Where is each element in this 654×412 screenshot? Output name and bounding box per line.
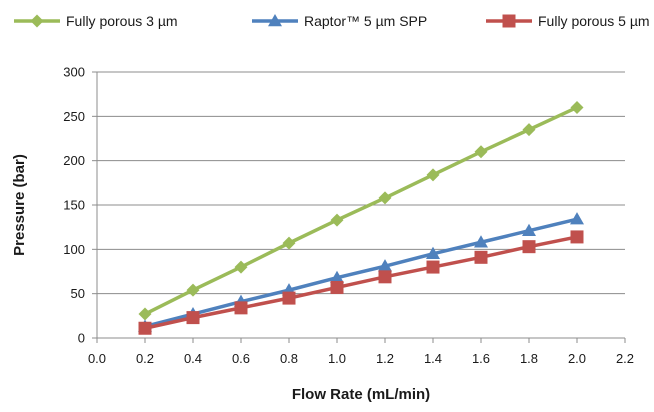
data-point — [378, 270, 392, 284]
data-point — [426, 246, 440, 260]
data-point — [234, 301, 248, 315]
data-point — [378, 191, 392, 205]
x-tick-label: 0.8 — [280, 351, 298, 366]
data-point — [138, 307, 152, 321]
legend-marker — [502, 14, 516, 28]
data-point — [282, 236, 296, 250]
data-point — [234, 260, 248, 274]
x-axis-title: Flow Rate (mL/min) — [292, 386, 430, 403]
data-series — [138, 100, 584, 335]
y-tick-label: 50 — [71, 286, 85, 301]
y-axis-title: Pressure (bar) — [11, 154, 28, 256]
x-tick-label: 1.8 — [520, 351, 538, 366]
data-point — [426, 260, 440, 274]
y-tick-label: 250 — [63, 109, 85, 124]
x-tick-label: 2.2 — [616, 351, 634, 366]
x-tick-label: 0.0 — [88, 351, 106, 366]
data-point — [330, 213, 344, 227]
data-point — [570, 100, 584, 114]
legend-label: Raptor™ 5 µm SPP — [304, 13, 427, 29]
legend: Fully porous 3 µm Raptor™ 5 µm SPP Fully p… — [14, 13, 650, 29]
series-line — [143, 217, 579, 329]
y-tick-label: 100 — [63, 242, 85, 257]
x-tick-label: 0.2 — [136, 351, 154, 366]
legend-marker — [30, 14, 44, 28]
data-point — [522, 123, 536, 137]
x-tick-label: 1.6 — [472, 351, 490, 366]
y-axis-ticks: 0 50 100 150 200 250 300 — [63, 65, 97, 346]
legend-entry: Raptor™ 5 µm SPP — [252, 13, 427, 29]
x-tick-label: 2.0 — [568, 351, 586, 366]
x-tick-label: 1.4 — [424, 351, 442, 366]
x-tick-label: 1.2 — [376, 351, 394, 366]
data-point — [474, 250, 488, 264]
data-point — [138, 321, 152, 335]
data-point — [522, 223, 536, 236]
data-point — [330, 280, 344, 294]
series-diamond — [138, 100, 584, 321]
legend-entry: Fully porous 5 µm — [486, 13, 650, 29]
y-tick-label: 150 — [63, 198, 85, 213]
series-square — [138, 230, 584, 335]
data-point — [282, 291, 296, 305]
legend-label: Fully porous 5 µm — [538, 13, 650, 29]
data-point — [522, 240, 536, 254]
data-point — [570, 212, 584, 225]
y-tick-label: 300 — [63, 65, 85, 80]
data-point — [186, 311, 200, 325]
x-axis-ticks: 0.0 0.2 0.4 0.6 0.8 1.0 1.2 1.4 1.6 1.8 2.0 2.2 — [88, 338, 634, 366]
data-point — [186, 283, 200, 297]
series-line — [143, 105, 579, 316]
y-tick-label: 0 — [78, 331, 85, 346]
data-point — [570, 230, 584, 244]
data-point — [378, 259, 392, 272]
data-point — [474, 145, 488, 159]
series-line — [143, 235, 579, 330]
y-tick-label: 200 — [63, 153, 85, 168]
gridlines — [97, 71, 625, 295]
legend-label: Fully porous 3 µm — [66, 13, 178, 29]
legend-entry: Fully porous 3 µm — [14, 13, 178, 29]
x-tick-label: 1.0 — [328, 351, 346, 366]
data-point — [330, 270, 344, 283]
x-tick-label: 0.4 — [184, 351, 202, 366]
data-point — [426, 168, 440, 182]
x-tick-label: 0.6 — [232, 351, 250, 366]
data-point — [474, 235, 488, 248]
legend-marker — [268, 14, 282, 27]
